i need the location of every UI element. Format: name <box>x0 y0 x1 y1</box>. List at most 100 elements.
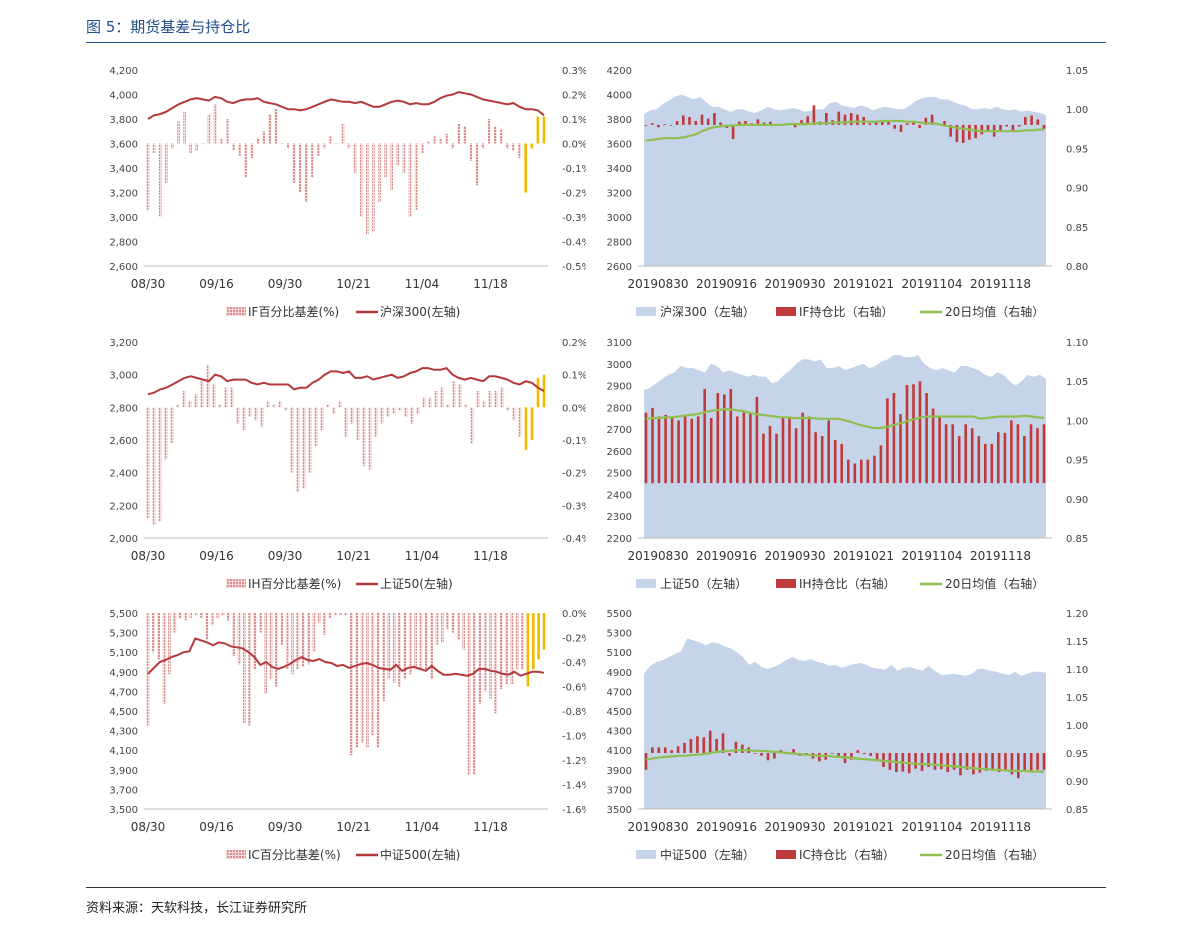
y-left-tick: 3800 <box>607 115 632 126</box>
basis-bar <box>446 613 449 629</box>
x-tick: 10/21 <box>336 277 371 291</box>
basis-bar <box>530 143 534 149</box>
basis-bar <box>506 143 509 149</box>
basis-bar <box>384 143 387 178</box>
ratio-bar <box>972 753 975 775</box>
ratio-bar <box>1010 420 1013 484</box>
basis-bar <box>441 613 444 643</box>
basis-bar <box>296 407 300 493</box>
y-right-tick: -0.5% <box>562 262 586 273</box>
index-area <box>644 638 1046 809</box>
y-right-tick: 1.05 <box>1066 66 1088 77</box>
y-right-tick: 0.85 <box>1066 805 1088 816</box>
ratio-bar <box>868 123 872 125</box>
basis-bar <box>542 613 546 650</box>
basis-bar <box>285 613 289 670</box>
ratio-bar <box>899 414 902 484</box>
basis-bar <box>536 116 540 144</box>
ratio-bar <box>949 124 952 137</box>
basis-bar <box>430 613 433 680</box>
ratio-bar <box>955 124 959 143</box>
basis-bar <box>390 143 393 191</box>
ratio-bar <box>775 433 778 484</box>
y-left-tick: 3,500 <box>109 805 138 816</box>
ma-line <box>645 408 1045 430</box>
y-left-tick: 2800 <box>607 403 632 414</box>
x-tick: 08/30 <box>131 277 166 291</box>
basis-bar <box>434 391 438 408</box>
x-tick: 10/21 <box>336 820 371 834</box>
basis-bar <box>500 128 503 144</box>
basis-bar <box>426 141 430 144</box>
basis-bar <box>403 613 407 680</box>
legend-label: 上证50（左轴） <box>660 576 747 591</box>
ratio-bar <box>719 122 722 125</box>
ratio-bar <box>1036 753 1039 770</box>
basis-bar <box>500 387 504 408</box>
legend-area-swatch <box>636 850 656 859</box>
ratio-bar <box>644 753 648 770</box>
basis-bar <box>347 143 351 149</box>
basis-bar <box>317 613 321 623</box>
basis-bar <box>301 613 305 667</box>
basis-bar <box>414 143 418 210</box>
basis-bar <box>332 407 336 414</box>
ratio-bar <box>664 414 667 484</box>
ratio-bar <box>990 443 994 484</box>
basis-bar <box>422 397 426 408</box>
basis-bar <box>428 397 432 408</box>
basis-bar <box>366 143 369 235</box>
y-left-tick: 4,100 <box>109 746 138 757</box>
ratio-bar <box>984 443 987 484</box>
y-right-tick: -0.2% <box>562 189 586 200</box>
y-left-tick: 3,200 <box>109 338 138 349</box>
y-left-tick: 3200 <box>607 189 632 200</box>
basis-bar <box>469 143 473 161</box>
x-tick: 20190930 <box>764 277 825 291</box>
basis-bar <box>494 391 498 408</box>
y-left-tick: 4200 <box>607 66 632 77</box>
x-tick: 09/30 <box>268 277 303 291</box>
x-tick: 09/30 <box>268 549 303 563</box>
ratio-bar <box>1042 124 1046 129</box>
basis-bar <box>260 407 264 427</box>
y-left-tick: 4000 <box>607 91 632 102</box>
basis-bar <box>275 613 278 687</box>
y-left-tick: 5,300 <box>109 629 138 640</box>
legend-label: 沪深300（左轴） <box>660 304 755 319</box>
ratio-bar <box>924 117 928 125</box>
basis-bar <box>146 613 150 726</box>
ratio-bar <box>709 418 713 484</box>
basis-bar <box>329 136 333 144</box>
basis-bar <box>266 400 270 408</box>
y-left-tick: 2,000 <box>109 534 138 545</box>
y-right-tick: 1.00 <box>1066 721 1088 732</box>
ratio-bar <box>794 428 798 484</box>
x-tick: 20191104 <box>901 277 962 291</box>
y-left-tick: 3,600 <box>109 140 138 151</box>
y-left-tick: 3,200 <box>109 189 138 200</box>
basis-bar <box>157 613 160 660</box>
legend-basis-swatch <box>226 579 246 588</box>
ratio-bar <box>788 416 791 484</box>
basis-bar <box>152 143 156 154</box>
ratio-bar <box>849 113 853 125</box>
basis-bar <box>382 613 385 702</box>
x-tick: 09/16 <box>199 549 234 563</box>
basis-bar <box>366 613 369 748</box>
ratio-bar <box>723 394 726 484</box>
y-right-tick: 1.00 <box>1066 416 1088 427</box>
basis-bar <box>296 613 300 670</box>
ratio-bar <box>1029 424 1033 484</box>
y-left-tick: 3100 <box>607 338 632 349</box>
ratio-bar <box>833 440 837 484</box>
legend-bar-swatch <box>776 579 796 588</box>
basis-bar <box>467 613 471 775</box>
legend-label: IC持仓比（右轴） <box>799 847 895 862</box>
legend-label: IH持仓比（右轴） <box>799 576 896 591</box>
ratio-bar <box>986 124 990 132</box>
basis-bar <box>483 613 487 692</box>
ratio-bar <box>940 753 943 770</box>
ratio-bar <box>1011 124 1015 132</box>
basis-bar <box>451 613 455 633</box>
